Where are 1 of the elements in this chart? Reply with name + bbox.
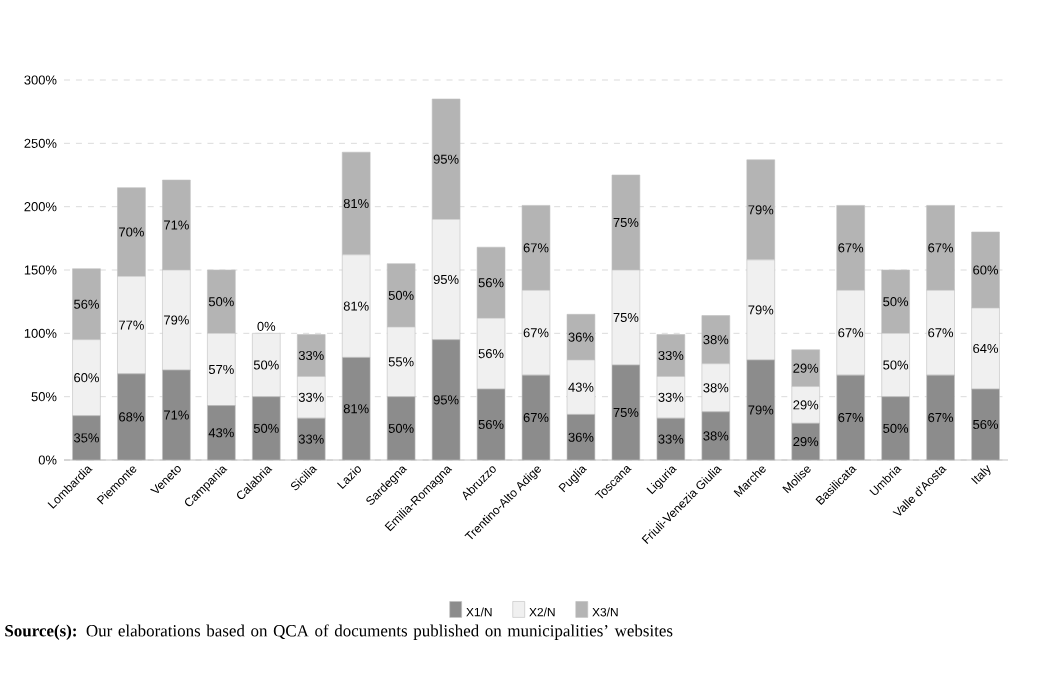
text: Source(s): Our elaborations based on QCA of documents published on municipalities’ websites [5, 624, 673, 640]
